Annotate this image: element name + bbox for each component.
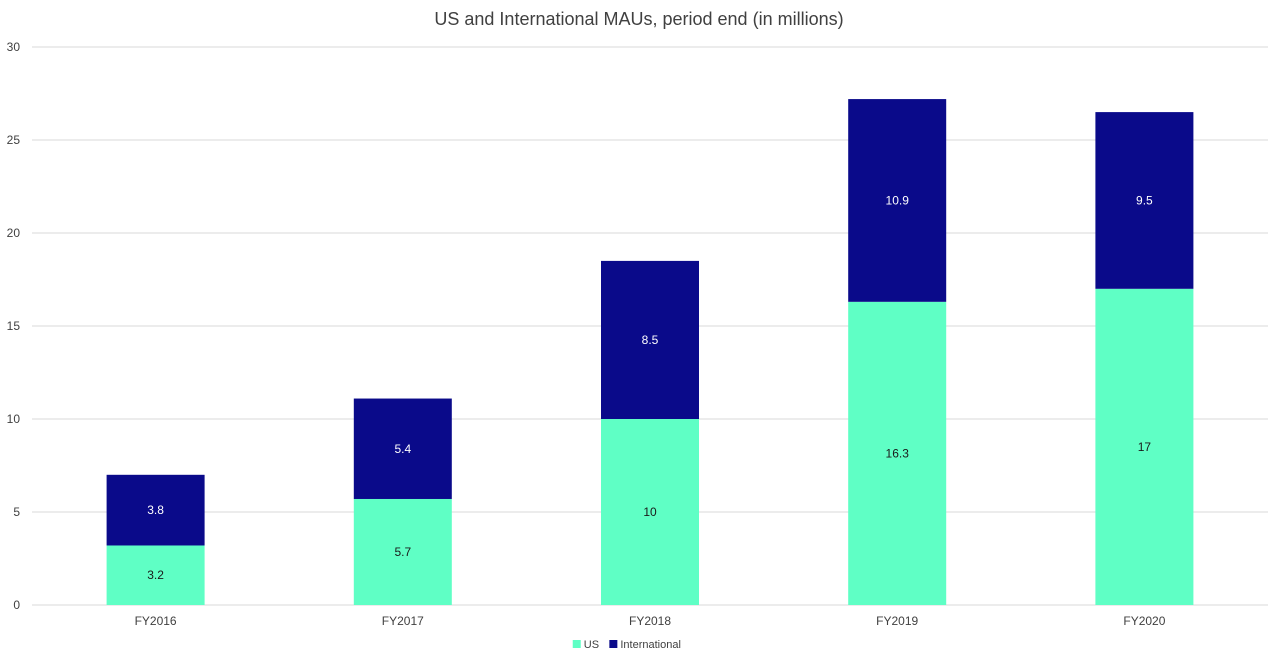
- legend-label: International: [620, 639, 681, 651]
- data-label: 9.5: [1136, 193, 1153, 207]
- bars: [106, 99, 1194, 605]
- y-tick-label: 20: [7, 226, 21, 240]
- data-label: 8.5: [642, 333, 659, 347]
- bar-international-fy2020: [1095, 112, 1194, 289]
- x-tick-label: FY2019: [876, 614, 918, 628]
- x-tick-label: FY2018: [629, 614, 671, 628]
- chart-title: US and International MAUs, period end (i…: [434, 9, 843, 29]
- legend-label: US: [584, 639, 599, 651]
- legend-item-international: International: [609, 639, 681, 651]
- bar-international-fy2017: [353, 398, 452, 499]
- data-label: 10: [643, 505, 657, 519]
- y-tick-label: 10: [7, 412, 21, 426]
- bar-international-fy2018: [601, 260, 699, 419]
- y-axis-tick-labels: 0 5 10 15 20 25 30: [7, 40, 21, 612]
- legend-swatch: [609, 640, 618, 648]
- y-tick-label: 30: [7, 40, 21, 54]
- legend-item-us: US: [572, 639, 599, 651]
- bar-international-fy2016: [106, 474, 205, 546]
- x-tick-label: FY2016: [135, 614, 177, 628]
- data-label: 3.8: [147, 503, 164, 517]
- bar-international-fy2019: [848, 99, 947, 302]
- y-tick-label: 5: [13, 505, 20, 519]
- data-label: 3.2: [147, 568, 164, 582]
- x-tick-label: FY2017: [382, 614, 424, 628]
- bar-us-fy2018: [601, 419, 699, 605]
- bar-us-fy2020: [1095, 288, 1194, 605]
- legend: US International: [572, 639, 681, 651]
- legend-swatch: [572, 640, 581, 648]
- y-tick-label: 15: [7, 319, 21, 333]
- y-tick-label: 25: [7, 133, 21, 147]
- data-labels: 3.2 3.8 5.7 5.4 10 8.5 16.3 10.9 17 9.5: [147, 193, 1153, 582]
- bar-us-fy2017: [353, 498, 452, 605]
- bar-us-fy2016: [106, 545, 205, 605]
- data-label: 10.9: [886, 193, 910, 207]
- data-label: 16.3: [886, 446, 910, 460]
- x-tick-label: FY2020: [1123, 614, 1165, 628]
- bar-us-fy2019: [848, 301, 947, 605]
- y-tick-label: 0: [13, 598, 20, 612]
- x-axis-tick-labels: FY2016 FY2017 FY2018 FY2019 FY2020: [135, 614, 1166, 628]
- data-label: 5.7: [394, 545, 411, 559]
- data-label: 17: [1138, 440, 1152, 454]
- data-label: 5.4: [394, 442, 411, 456]
